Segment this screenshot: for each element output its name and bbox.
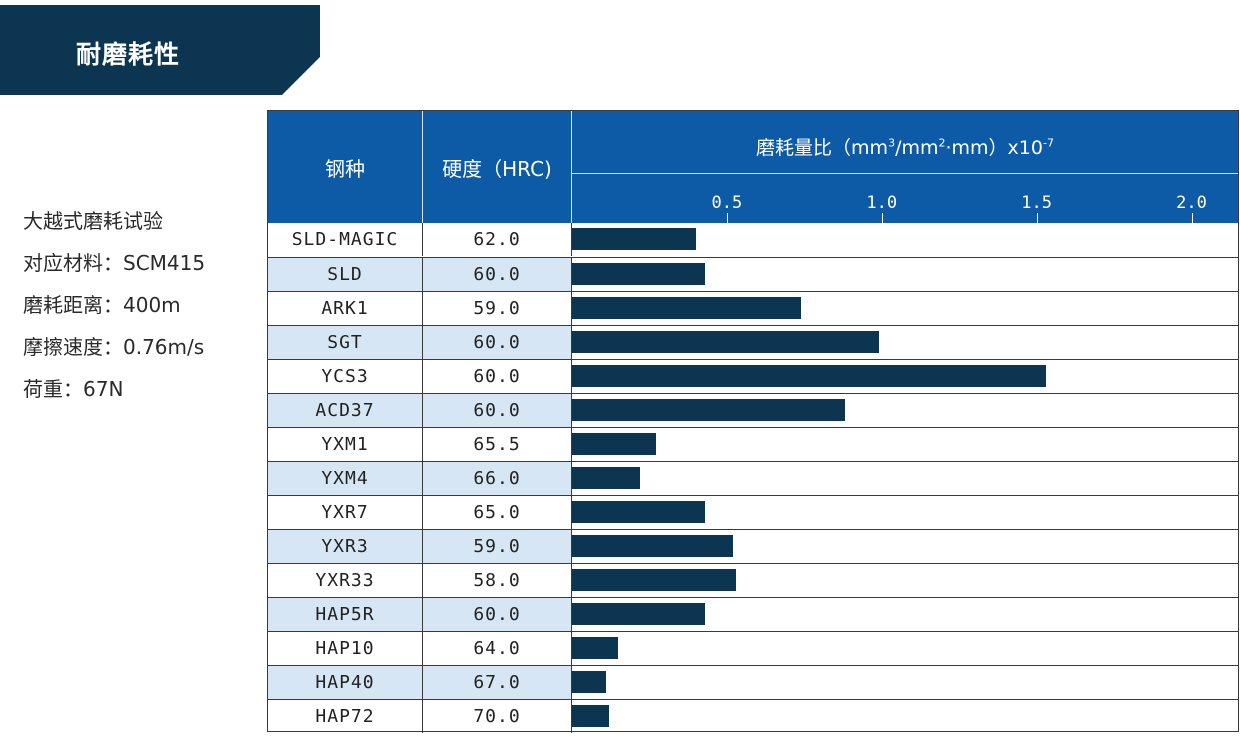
hardness-value: 65.0 bbox=[423, 496, 572, 529]
header-steel: 钢种 bbox=[268, 111, 423, 223]
bar-cell bbox=[572, 360, 1238, 393]
table-row: YXM4 66.0 bbox=[268, 461, 1238, 495]
x-tick-label: 1.5 bbox=[1021, 193, 1052, 213]
wear-axis-title: 磨耗量比（mm3/mm2·mm）x10-7 bbox=[756, 136, 1054, 159]
table-row: YXR7 65.0 bbox=[268, 495, 1238, 529]
x-tick-mark bbox=[1191, 213, 1193, 223]
wear-bar bbox=[572, 331, 879, 353]
bar-cell bbox=[572, 428, 1238, 461]
condition-line: 大越式磨耗试验 bbox=[23, 209, 163, 233]
table-row: HAP5R 60.0 bbox=[268, 597, 1238, 631]
wear-bar bbox=[572, 569, 737, 591]
steel-grade: YXR3 bbox=[268, 530, 423, 563]
steel-grade: YXM4 bbox=[268, 462, 423, 495]
condition-line: 荷重：67N bbox=[23, 377, 124, 401]
table-row: HAP40 67.0 bbox=[268, 665, 1238, 699]
table-header: 钢种 硬度（HRC) 磨耗量比（mm3/mm2·mm）x10-7 0.5 1.0 1… bbox=[268, 111, 1238, 223]
wear-bar bbox=[572, 467, 641, 489]
bar-cell bbox=[572, 700, 1238, 733]
steel-grade: HAP10 bbox=[268, 632, 423, 665]
hardness-value: 59.0 bbox=[423, 530, 572, 563]
steel-grade: HAP40 bbox=[268, 666, 423, 699]
table-row: YCS3 60.0 bbox=[268, 359, 1238, 393]
x-tick-label: 1.0 bbox=[866, 193, 898, 213]
wear-bar bbox=[572, 433, 656, 455]
table-row: HAP72 70.0 bbox=[268, 699, 1238, 733]
bar-cell bbox=[572, 258, 1238, 291]
wear-bar bbox=[572, 705, 610, 727]
table-row: HAP10 64.0 bbox=[268, 631, 1238, 665]
hardness-value: 60.0 bbox=[423, 598, 572, 631]
table-row: SLD 60.0 bbox=[268, 257, 1238, 291]
wear-bar bbox=[572, 671, 607, 693]
bar-cell bbox=[572, 462, 1238, 495]
wear-bar bbox=[572, 603, 706, 625]
wear-bar bbox=[572, 365, 1046, 387]
table-row: ACD37 60.0 bbox=[268, 393, 1238, 427]
x-tick-label: 2.0 bbox=[1176, 193, 1207, 213]
wear-bar bbox=[572, 228, 696, 250]
steel-grade: SGT bbox=[268, 326, 423, 359]
bar-cell bbox=[572, 496, 1238, 529]
steel-grade: ACD37 bbox=[268, 394, 423, 427]
wear-bar bbox=[572, 263, 706, 285]
bar-cell bbox=[572, 530, 1238, 563]
steel-grade: YXR7 bbox=[268, 496, 423, 529]
hardness-value: 60.0 bbox=[423, 258, 572, 291]
x-tick-mark bbox=[726, 213, 728, 223]
steel-grade: SLD bbox=[268, 258, 423, 291]
wear-table: 钢种 硬度（HRC) 磨耗量比（mm3/mm2·mm）x10-7 0.5 1.0 1… bbox=[267, 110, 1239, 733]
wear-bar bbox=[572, 637, 619, 659]
bar-cell bbox=[572, 394, 1238, 427]
bar-cell bbox=[572, 326, 1238, 359]
hardness-value: 62.0 bbox=[423, 223, 572, 256]
table-row: ARK1 59.0 bbox=[268, 291, 1238, 325]
test-conditions: 大越式磨耗试验 对应材料：SCM415 磨耗距离：400m 摩擦速度：0.76m… bbox=[23, 200, 205, 410]
bar-cell bbox=[572, 598, 1238, 631]
bar-cell bbox=[572, 564, 1238, 597]
hardness-value: 60.0 bbox=[423, 360, 572, 393]
hardness-value: 70.0 bbox=[423, 700, 572, 733]
hardness-value: 66.0 bbox=[423, 462, 572, 495]
wear-bar bbox=[572, 501, 706, 523]
x-tick-mark bbox=[881, 213, 883, 223]
table-row: SGT 60.0 bbox=[268, 325, 1238, 359]
header-divider bbox=[572, 173, 1238, 174]
table-body: SLD-MAGIC 62.0 SLD 60.0 ARK1 59.0 SGT 60.0 YCS3 6… bbox=[268, 223, 1238, 733]
x-tick-mark bbox=[1036, 213, 1038, 223]
hardness-value: 65.5 bbox=[423, 428, 572, 461]
bar-cell bbox=[572, 292, 1238, 325]
condition-line: 磨耗距离：400m bbox=[23, 293, 181, 317]
steel-grade: HAP5R bbox=[268, 598, 423, 631]
bar-cell bbox=[572, 632, 1238, 665]
wear-bar bbox=[572, 399, 845, 421]
hardness-value: 60.0 bbox=[423, 326, 572, 359]
wear-bar bbox=[572, 535, 734, 557]
table-row: YXM1 65.5 bbox=[268, 427, 1238, 461]
condition-line: 摩擦速度：0.76m/s bbox=[23, 335, 205, 359]
steel-grade: HAP72 bbox=[268, 700, 423, 733]
hardness-value: 60.0 bbox=[423, 394, 572, 427]
hardness-value: 58.0 bbox=[423, 564, 572, 597]
header-wear: 磨耗量比（mm3/mm2·mm）x10-7 0.5 1.0 1.5 2.0 bbox=[572, 111, 1238, 223]
steel-grade: YCS3 bbox=[268, 360, 423, 393]
steel-grade: ARK1 bbox=[268, 292, 423, 325]
hardness-value: 67.0 bbox=[423, 666, 572, 699]
table-row: SLD-MAGIC 62.0 bbox=[268, 223, 1238, 257]
steel-grade: YXR33 bbox=[268, 564, 423, 597]
steel-grade: YXM1 bbox=[268, 428, 423, 461]
condition-line: 对应材料：SCM415 bbox=[23, 251, 206, 275]
x-tick-label: 0.5 bbox=[711, 193, 743, 213]
hardness-value: 64.0 bbox=[423, 632, 572, 665]
hardness-value: 59.0 bbox=[423, 292, 572, 325]
header-hardness: 硬度（HRC) bbox=[423, 111, 572, 223]
steel-grade: SLD-MAGIC bbox=[268, 223, 423, 256]
bar-cell bbox=[572, 666, 1238, 699]
wear-bar bbox=[572, 297, 802, 319]
page-title: 耐磨耗性 bbox=[76, 40, 181, 69]
bar-cell bbox=[572, 223, 1238, 256]
table-row: YXR3 59.0 bbox=[268, 529, 1238, 563]
title-banner: 耐磨耗性 bbox=[0, 5, 320, 95]
table-row: YXR33 58.0 bbox=[268, 563, 1238, 597]
